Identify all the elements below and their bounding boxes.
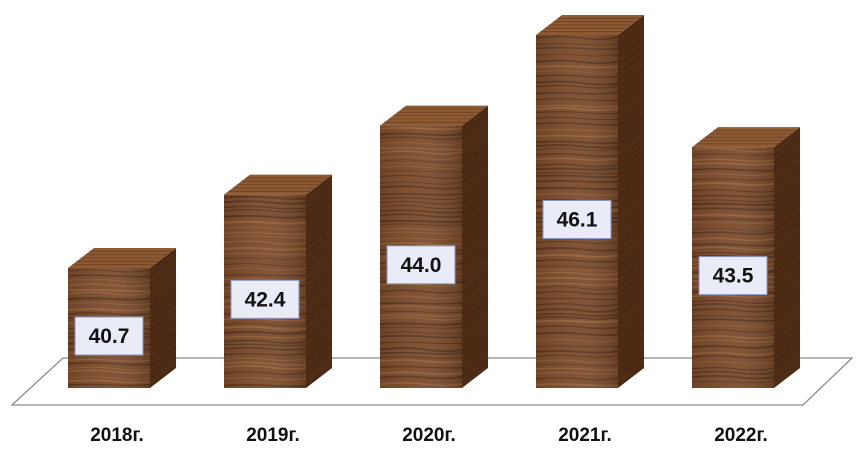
- data-label-box: [542, 200, 612, 239]
- data-label-box: [74, 316, 144, 356]
- data-label: 42.4: [245, 288, 286, 311]
- bars-layer: [67, 15, 801, 389]
- x-tick-label: 2020г.: [402, 425, 456, 446]
- data-label-box: [386, 245, 456, 285]
- bar-side-face: [462, 105, 488, 388]
- bar-side-face: [306, 174, 332, 388]
- data-label-box: [698, 256, 768, 296]
- bar-top-face: [536, 15, 644, 35]
- data-labels-layer: 40.7 42.4 44.0 46.1 43.5: [74, 200, 768, 356]
- bar-top-face: [224, 174, 332, 195]
- x-tick-label: 2019г.: [246, 425, 300, 446]
- bar-top-face: [692, 127, 800, 148]
- data-label: 46.1: [557, 209, 598, 232]
- chart-floor: [10, 357, 854, 406]
- x-tick-label: 2018г.: [90, 425, 144, 446]
- data-label: 44.0: [401, 254, 442, 277]
- bar-top-face: [68, 248, 176, 268]
- x-tick-label: 2022г.: [714, 425, 768, 446]
- data-label: 43.5: [713, 265, 754, 288]
- data-label: 40.7: [89, 325, 130, 348]
- data-label-box: [230, 279, 300, 319]
- bar-side-face: [150, 248, 176, 388]
- x-tick-label: 2021г.: [558, 425, 612, 446]
- x-axis-tick-labels: 2018г. 2019г. 2020г. 2021г. 2022г.: [90, 425, 768, 446]
- bar-top-face: [380, 105, 488, 126]
